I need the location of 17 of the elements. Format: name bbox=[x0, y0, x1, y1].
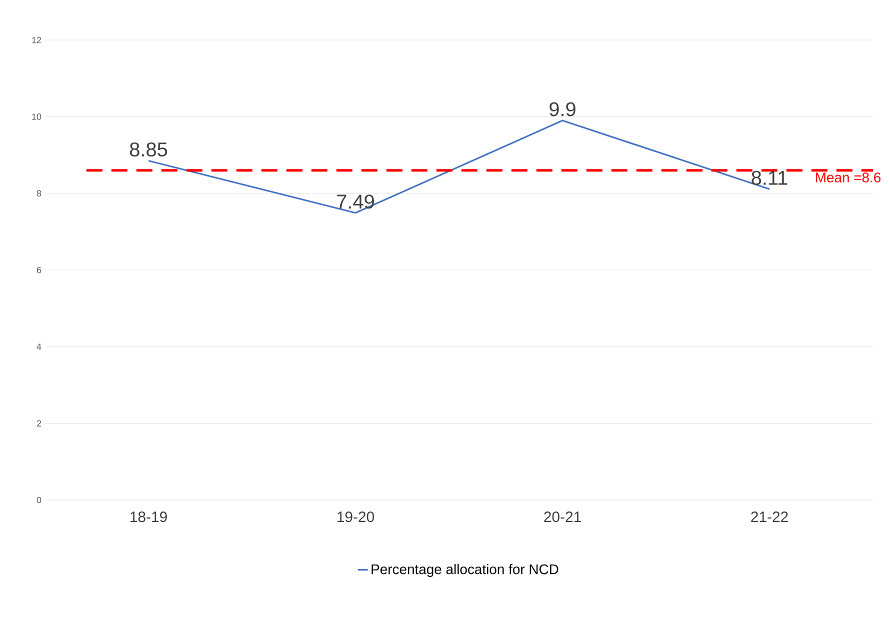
data-label: 8.85 bbox=[130, 142, 168, 157]
x-tick-label: 18-19 bbox=[130, 512, 167, 522]
x-tick-label: 20-21 bbox=[544, 512, 581, 522]
y-tick-label: 8 bbox=[36, 190, 42, 197]
legend-label: Percentage allocation for NCD bbox=[372, 564, 558, 577]
y-tick-label: 4 bbox=[36, 344, 42, 350]
data-label: 9.9 bbox=[550, 102, 576, 116]
y-tick-label: 10 bbox=[32, 113, 42, 120]
ref-line-label: Mean =8.6 bbox=[816, 172, 881, 182]
data-label: 7.49 bbox=[337, 194, 374, 209]
data-label: 8.11 bbox=[752, 170, 788, 185]
x-tick-label: 19-20 bbox=[338, 512, 374, 522]
x-tick-label: 21-22 bbox=[751, 512, 788, 522]
y-tick-label: 0 bbox=[36, 496, 42, 504]
y-tick-label: 6 bbox=[36, 266, 42, 274]
y-tick-label: 12 bbox=[32, 36, 42, 44]
y-tick-label: 2 bbox=[36, 420, 42, 426]
